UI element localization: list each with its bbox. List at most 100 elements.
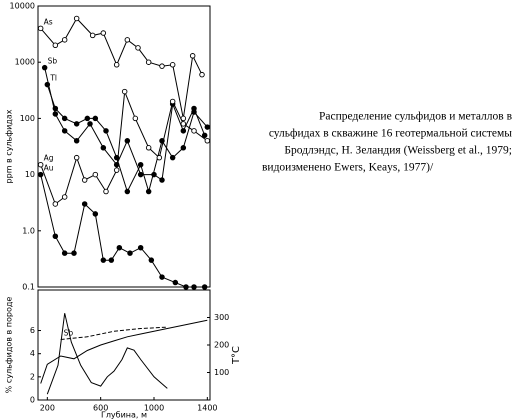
- caption-line: Распределение сульфидов и металлов в: [319, 111, 513, 123]
- data-point: [92, 171, 99, 178]
- data-point: [73, 121, 80, 127]
- data-point: [159, 177, 165, 183]
- x-axis-label: Глубина, м: [101, 411, 147, 419]
- data-point: [127, 250, 133, 256]
- data-point: [189, 53, 196, 59]
- data-point: [89, 32, 96, 39]
- series-label: Au: [44, 164, 54, 173]
- caption-line: видоизменено Ewers, Keays, 1977)/: [262, 162, 434, 174]
- data-point: [61, 194, 68, 200]
- data-point: [124, 138, 131, 144]
- data-point: [121, 88, 128, 95]
- series-line: [40, 174, 205, 288]
- caption-line: Бродлэндс, Н. Зеландия (Weissberg et al.…: [284, 145, 512, 157]
- series-line: [46, 313, 168, 395]
- data-point: [81, 201, 88, 207]
- data-point: [52, 111, 59, 117]
- y-axis-label: ppm в сульфидах: [5, 109, 14, 183]
- plot-frame: [37, 5, 211, 288]
- data-point: [84, 115, 91, 122]
- data-point: [191, 128, 197, 134]
- y-tick-label: 6: [30, 326, 35, 335]
- series-line: [60, 326, 168, 340]
- data-point: [103, 128, 109, 134]
- data-point: [81, 177, 88, 183]
- data-point: [148, 257, 155, 263]
- data-point: [113, 62, 120, 68]
- y2-tick-label: 100: [214, 368, 229, 377]
- data-point: [156, 154, 163, 161]
- x-tick-label: 600: [93, 404, 108, 413]
- data-point: [52, 233, 59, 239]
- data-point: [180, 128, 187, 134]
- data-point: [37, 171, 44, 178]
- data-point: [137, 161, 144, 168]
- data-point: [71, 250, 77, 256]
- data-point: [169, 62, 176, 68]
- data-point: [137, 171, 144, 178]
- y-axis-label: % сульфидов в породе: [5, 297, 14, 394]
- data-point: [52, 201, 59, 207]
- x-tick-label: 200: [40, 404, 55, 413]
- data-point: [41, 64, 48, 71]
- x-tick-label: 1400: [197, 404, 217, 413]
- data-point: [201, 132, 208, 139]
- data-point: [145, 145, 152, 151]
- y-tick-label: 100: [20, 114, 35, 123]
- data-point: [100, 145, 107, 151]
- series-line: [46, 84, 208, 194]
- data-point: [100, 257, 107, 263]
- data-point: [145, 59, 152, 65]
- data-point: [52, 105, 59, 112]
- data-point: [180, 145, 187, 151]
- y-tick-label: 0.1: [22, 283, 35, 292]
- data-point: [37, 25, 44, 32]
- series-label: Sb: [48, 57, 58, 66]
- data-point: [61, 250, 68, 256]
- data-point: [204, 138, 211, 144]
- data-point: [37, 161, 44, 168]
- y2-axis-label: T°C: [231, 346, 242, 365]
- y-tick-label: 4: [30, 349, 35, 358]
- data-point: [169, 154, 176, 161]
- data-point: [191, 109, 197, 115]
- data-point: [199, 71, 205, 78]
- data-point: [159, 63, 165, 69]
- y-tick-label: 2: [30, 372, 35, 381]
- data-point: [124, 37, 131, 43]
- data-point: [191, 284, 197, 290]
- caption-line: сульфидах в скважине 16 геотермальной си…: [269, 128, 512, 140]
- data-point: [169, 98, 176, 105]
- y-tick-label: 1000: [15, 58, 35, 67]
- data-point: [103, 188, 109, 195]
- data-point: [204, 124, 211, 130]
- data-point: [145, 188, 152, 195]
- data-point: [44, 81, 51, 88]
- data-point: [135, 45, 141, 51]
- data-point: [52, 42, 59, 49]
- series-label: Ag: [44, 154, 54, 163]
- series-label: Sb: [64, 329, 74, 338]
- data-point: [100, 30, 107, 36]
- data-point: [92, 211, 99, 217]
- data-point: [183, 284, 189, 290]
- y2-tick-label: 200: [214, 341, 229, 350]
- data-point: [180, 121, 187, 127]
- data-point: [61, 128, 68, 134]
- data-point: [172, 279, 179, 286]
- series-label: As: [44, 17, 53, 26]
- series-line: [40, 319, 208, 384]
- data-point: [61, 37, 68, 43]
- data-point: [108, 257, 115, 263]
- data-point: [73, 15, 80, 22]
- data-point: [73, 138, 80, 144]
- y-tick-label: 0: [30, 396, 35, 405]
- x-tick-label: 1000: [144, 404, 164, 413]
- series-label: Tl: [49, 74, 57, 83]
- data-point: [132, 115, 139, 122]
- data-point: [201, 284, 208, 290]
- y2-tick-label: 300: [214, 313, 229, 322]
- y-tick-label: 10: [25, 170, 35, 179]
- plot-frame: [37, 289, 211, 401]
